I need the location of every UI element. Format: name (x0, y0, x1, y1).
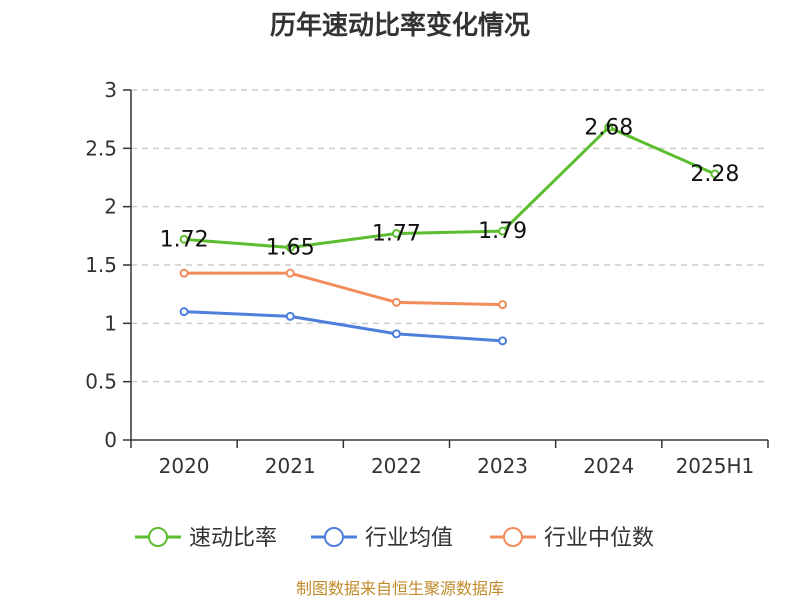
series-line (184, 271, 503, 307)
data-point (498, 336, 508, 346)
data-point (498, 226, 508, 236)
data-point (391, 329, 401, 339)
legend-swatch-marker (148, 527, 168, 547)
series-line (184, 310, 503, 343)
y-tick-label: 2 (104, 195, 117, 219)
data-label: 1.77 (372, 222, 421, 247)
y-tick-label: 1.5 (85, 253, 117, 277)
y-tick-label: 1 (104, 311, 117, 335)
legend-swatch-marker (324, 527, 344, 547)
y-tick-label: 3 (104, 78, 117, 102)
x-tick-label: 2025H1 (676, 454, 755, 478)
data-point (285, 243, 295, 252)
legend-label[interactable]: 行业中位数 (544, 526, 654, 551)
x-tick-label: 2020 (159, 454, 210, 478)
data-point (391, 229, 401, 238)
x-tick-label: 2023 (477, 454, 528, 478)
legend-label[interactable]: 行业均值 (365, 526, 453, 551)
series-line (183, 125, 716, 249)
x-tick-label: 2022 (371, 454, 422, 478)
data-point (179, 234, 189, 244)
source-note: 制图数据来自恒生聚源数据库 (296, 579, 504, 598)
legend-swatch-marker (503, 527, 523, 547)
y-tick-label: 2.5 (85, 136, 117, 160)
x-tick-label: 2021 (265, 454, 316, 478)
series-lines (179, 122, 720, 346)
grid-lines (131, 89, 768, 383)
data-label: 1.79 (478, 219, 527, 244)
x-axis-ticks: 2020 2021 2022 2023 2024 2025H1 (130, 440, 769, 478)
data-label: 2.28 (690, 162, 739, 187)
legend: 速动比率 行业均值 行业中位数 (135, 526, 654, 551)
data-label: 1.72 (160, 227, 209, 252)
data-point (285, 311, 295, 321)
data-label: 2.68 (584, 115, 633, 140)
x-tick-label: 2024 (583, 454, 634, 478)
legend-label[interactable]: 速动比率 (189, 526, 277, 551)
data-point (179, 307, 189, 317)
y-axis-ticks: 0 0.5 1 1.5 2 2.5 3 (85, 78, 131, 452)
data-point (498, 300, 508, 310)
data-point (604, 122, 614, 132)
chart-title: 历年速动比率变化情况 (270, 10, 530, 41)
data-point (391, 297, 401, 307)
data-label: 1.65 (266, 236, 315, 261)
data-point (710, 169, 720, 179)
data-point (285, 268, 295, 278)
data-point (179, 268, 189, 278)
data-labels: 1.72 1.65 1.77 1.79 2.68 2.28 (160, 115, 740, 260)
y-tick-label: 0 (104, 428, 117, 452)
y-tick-label: 0.5 (85, 370, 117, 394)
